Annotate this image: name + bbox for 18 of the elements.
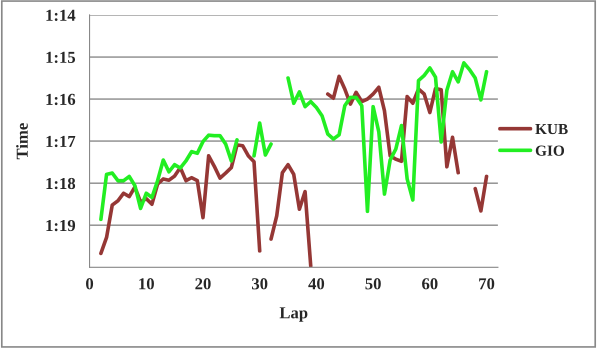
y-tick-label: 1:18: [46, 178, 76, 190]
x-tick-label: 40: [308, 278, 324, 290]
x-tick-label: 20: [195, 278, 211, 290]
y-tick-label: 1:16: [46, 94, 76, 106]
x-tick-label: 30: [252, 278, 268, 290]
y-tick-label: 1:14: [46, 10, 76, 21]
y-tick-label: 1:17: [46, 136, 76, 148]
legend-label: GIO: [536, 146, 564, 156]
x-tick-label: 60: [422, 278, 438, 290]
x-axis-title: Lap: [280, 307, 308, 322]
y-tick-label: 1:15: [46, 52, 76, 64]
legend-label: KUB: [535, 124, 568, 134]
x-tick-label: 50: [365, 278, 381, 290]
x-tick-label: 70: [479, 278, 494, 290]
y-tick-label: 1:19: [46, 220, 76, 232]
y-axis-title: Time: [16, 123, 28, 160]
x-tick-label: 10: [139, 278, 154, 290]
x-tick-label: 0: [86, 278, 94, 290]
